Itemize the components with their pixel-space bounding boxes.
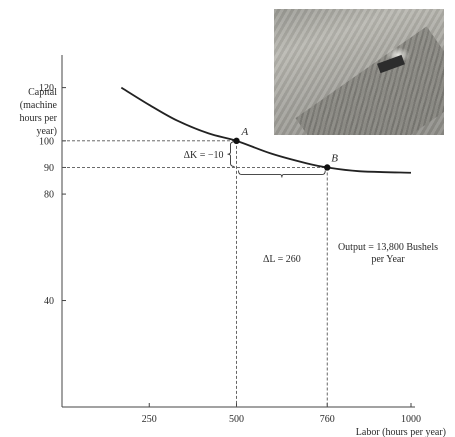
y-axis-label-line: Capital [28,87,57,98]
output-label-line: per Year [371,254,405,265]
y-tick-label: 90 [44,163,54,174]
y-axis-label-line: (machine [20,100,58,111]
x-tick-label: 500 [229,414,244,425]
delta-l-label: ΔL = 260 [263,254,301,265]
x-tick-label: 250 [142,414,157,425]
point-a [233,137,240,145]
harvest-photo [274,9,444,135]
delta-k-label: ΔK = −10 [184,150,224,161]
x-axis-label: Labor (hours per year) [356,427,446,437]
tick-labels: 40 80 90 100 120 250 500 760 1000 [39,83,421,425]
y-tick-label: 40 [44,296,54,307]
y-tick-label: 120 [39,83,54,94]
axes [61,55,415,408]
chart-labels: Capital (machine hours per year) Labor (hour… [20,87,447,437]
point-label-b: B [331,152,338,164]
isoquant-series [120,86,412,174]
point-b [324,164,331,171]
x-tick-label: 1000 [401,414,421,425]
x-tick-label: 760 [320,414,335,425]
delta-k-brace [227,141,235,167]
y-axis-label-line: hours per [20,113,58,124]
delta-l-brace [238,170,326,178]
guide-lines [62,140,328,407]
point-label-a: A [241,126,249,138]
y-axis-label-line: year) [36,126,57,137]
y-tick-label: 80 [44,190,54,201]
isoquant-curve [120,86,412,174]
output-label-line: Output = 13,800 Bushels [338,242,438,253]
y-tick-label: 100 [39,136,54,147]
